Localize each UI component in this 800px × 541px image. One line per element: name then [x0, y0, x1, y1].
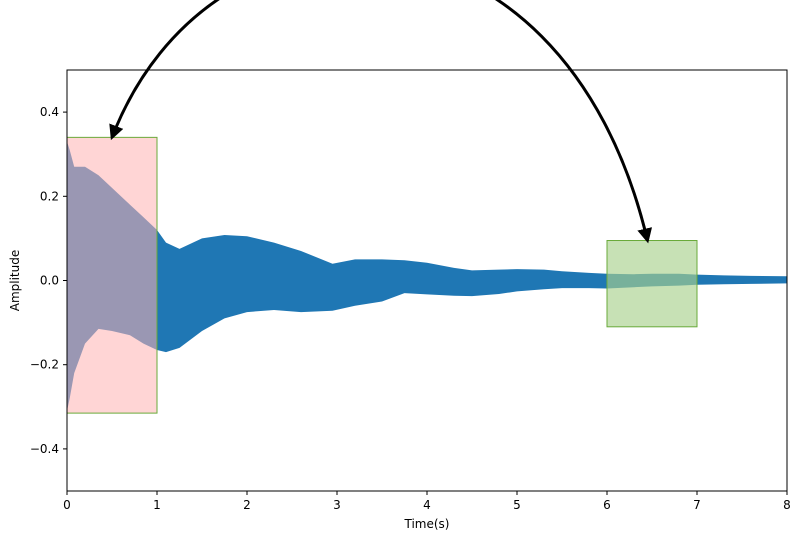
- y-axis-label: Amplitude: [8, 250, 22, 312]
- y-tick-label: 0.2: [40, 189, 59, 203]
- swap-arrow: [109, 0, 653, 244]
- y-tick-label: 0.0: [40, 274, 59, 288]
- y-tick-label: 0.4: [40, 105, 59, 119]
- y-tick-label: −0.4: [30, 442, 59, 456]
- x-axis-ticks: 0 1 2 3 4 5 6 7 8: [63, 491, 791, 512]
- y-axis-ticks: −0.4 −0.2 0.0 0.2 0.4: [30, 105, 67, 456]
- x-axis-label: Time(s): [404, 517, 450, 531]
- x-tick-label: 6: [603, 498, 611, 512]
- x-tick-label: 3: [333, 498, 341, 512]
- signal-envelope-series: [67, 141, 787, 411]
- y-tick-label: −0.2: [30, 358, 59, 372]
- x-tick-label: 1: [153, 498, 161, 512]
- x-tick-label: 4: [423, 498, 431, 512]
- x-tick-label: 7: [693, 498, 701, 512]
- highlight-box-red: [66, 136, 158, 414]
- x-tick-label: 2: [243, 498, 251, 512]
- highlight-box-green: [606, 240, 698, 328]
- plot-area: [66, 69, 788, 492]
- x-tick-label: 0: [63, 498, 71, 512]
- x-tick-label: 5: [513, 498, 521, 512]
- x-tick-label: 8: [783, 498, 791, 512]
